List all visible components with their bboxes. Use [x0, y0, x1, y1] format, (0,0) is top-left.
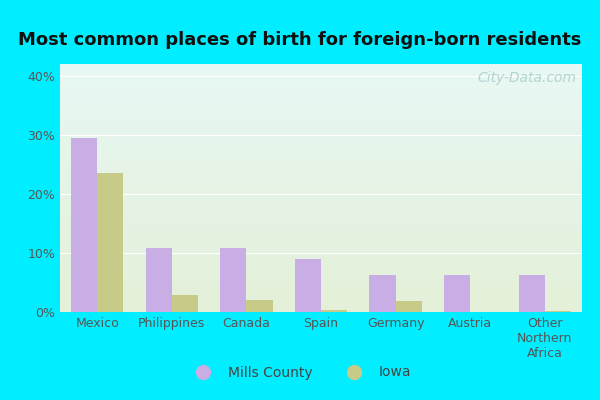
Bar [395, 301, 422, 312]
Text: Most common places of birth for foreign-born residents: Most common places of birth for foreign-… [19, 31, 581, 49]
Bar [295, 259, 321, 312]
Bar [247, 300, 272, 312]
Bar [71, 138, 97, 312]
Legend: Mills County, Iowa: Mills County, Iowa [183, 360, 417, 385]
Bar [220, 248, 247, 312]
Bar [518, 275, 545, 312]
Bar [370, 275, 395, 312]
Bar [321, 310, 347, 312]
Text: City-Data.com: City-Data.com [478, 72, 577, 86]
Bar [172, 296, 198, 312]
Bar [146, 248, 172, 312]
Bar [545, 311, 571, 312]
Bar [444, 275, 470, 312]
Bar [97, 173, 124, 312]
